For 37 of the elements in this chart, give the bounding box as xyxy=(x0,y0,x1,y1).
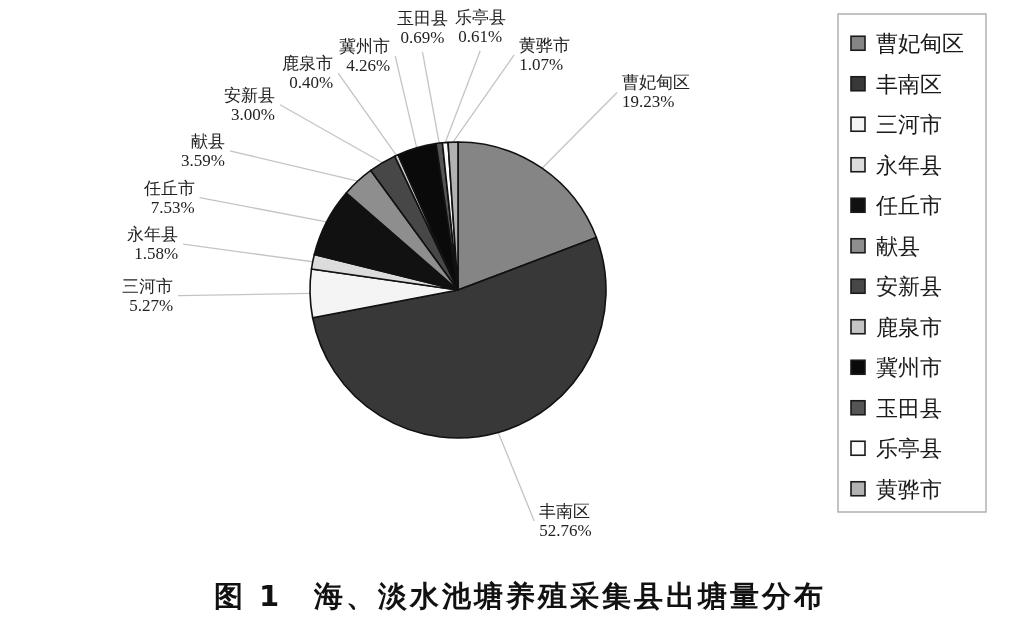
legend-label: 任丘市 xyxy=(875,193,942,219)
data-label: 5.27% xyxy=(129,295,174,315)
data-label: 0.40% xyxy=(289,73,334,93)
slice-label: 永年县 xyxy=(127,225,179,245)
slice-label: 冀州市 xyxy=(339,37,391,57)
data-label: 52.76% xyxy=(539,520,592,540)
legend-label: 鹿泉市 xyxy=(876,314,942,340)
slice-label: 曹妃甸区 xyxy=(622,73,691,93)
legend-label: 曹妃甸区 xyxy=(876,31,964,57)
text: 图 1 海、淡水池塘养殖采集县出塘量分布 xyxy=(213,579,827,613)
data-label: 1.58% xyxy=(134,244,179,264)
data-label: 3.59% xyxy=(180,150,225,170)
data-label: 19.23% xyxy=(622,92,675,112)
legend-label: 三河市 xyxy=(876,112,942,138)
legend-label: 献县 xyxy=(876,233,920,259)
slice-label: 丰南区 xyxy=(539,501,591,521)
legend-label: 黄骅市 xyxy=(876,476,942,502)
slice-label: 鹿泉市 xyxy=(282,54,334,74)
slice-label: 任丘市 xyxy=(142,178,195,198)
data-label: 0.69% xyxy=(400,27,445,47)
data-label: 4.26% xyxy=(346,56,391,76)
slice-label: 玉田县 xyxy=(396,8,448,28)
data-label: 1.07% xyxy=(519,54,564,74)
data-label: 0.61% xyxy=(458,26,503,46)
slice-label: 安新县 xyxy=(224,85,276,105)
legend-label: 丰南区 xyxy=(876,71,942,97)
slice-label: 乐亭县 xyxy=(454,7,506,27)
legend-label: 永年县 xyxy=(876,152,942,178)
legend-label: 安新县 xyxy=(876,274,942,300)
slice-label: 献县 xyxy=(190,131,225,151)
data-label: 3.00% xyxy=(231,104,276,124)
legend-label: 乐亭县 xyxy=(876,436,942,462)
slice-label: 黄骅市 xyxy=(519,35,571,55)
legend-label: 冀州市 xyxy=(876,355,942,381)
slice-label: 三河市 xyxy=(122,276,174,296)
data-label: 7.53% xyxy=(150,197,195,217)
legend-label: 玉田县 xyxy=(876,395,942,421)
